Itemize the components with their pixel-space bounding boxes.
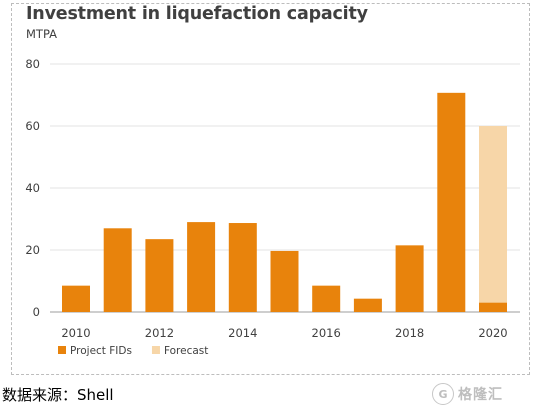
chart-title: Investment in liquefaction capacity <box>26 4 368 24</box>
y-tick-label: 40 <box>25 181 40 195</box>
y-tick-label: 60 <box>25 119 40 133</box>
gelonghui-logo-icon: G <box>432 383 454 405</box>
source-note: 数据来源：Shell <box>2 386 114 404</box>
x-tick-label: 2016 <box>312 326 341 340</box>
x-axis-ticks: 2010 2012 2014 2016 2018 2020 <box>61 326 507 340</box>
legend-label: Forecast <box>164 345 208 357</box>
bar-project-fids <box>270 250 299 312</box>
bar-project-fids <box>437 92 466 312</box>
bar-project-fids <box>187 222 216 312</box>
legend-swatch <box>151 346 160 354</box>
watermark-text: 格隆汇 <box>458 387 503 403</box>
bar-project-fids <box>312 285 341 312</box>
bar-project-fids <box>395 245 424 312</box>
bar-project-fids <box>103 228 132 312</box>
chart-unit-label: MTPA <box>26 27 58 41</box>
chart-frame <box>11 3 530 375</box>
bar-project-fids <box>228 223 257 312</box>
y-tick-label: 80 <box>25 57 40 71</box>
legend-label: Project FIDs <box>70 345 132 357</box>
legend: Project FIDs Forecast <box>58 345 208 357</box>
x-tick-label: 2020 <box>478 326 507 340</box>
y-tick-label: 0 <box>33 305 40 319</box>
legend-swatch <box>58 346 66 354</box>
y-tick-label: 20 <box>25 243 40 257</box>
bar-project-fids <box>479 302 507 312</box>
y-axis-ticks: 0 20 40 60 80 <box>25 57 40 319</box>
x-tick-label: 2018 <box>395 326 424 340</box>
bar-project-fids <box>145 239 174 312</box>
bars <box>62 92 507 312</box>
x-tick-label: 2012 <box>145 326 174 340</box>
bar-forecast <box>479 126 507 312</box>
watermark: G 格隆汇 <box>432 383 503 405</box>
bar-project-fids <box>353 298 382 312</box>
bar-project-fids <box>62 285 90 312</box>
x-tick-label: 2014 <box>228 326 257 340</box>
x-tick-label: 2010 <box>61 326 90 340</box>
